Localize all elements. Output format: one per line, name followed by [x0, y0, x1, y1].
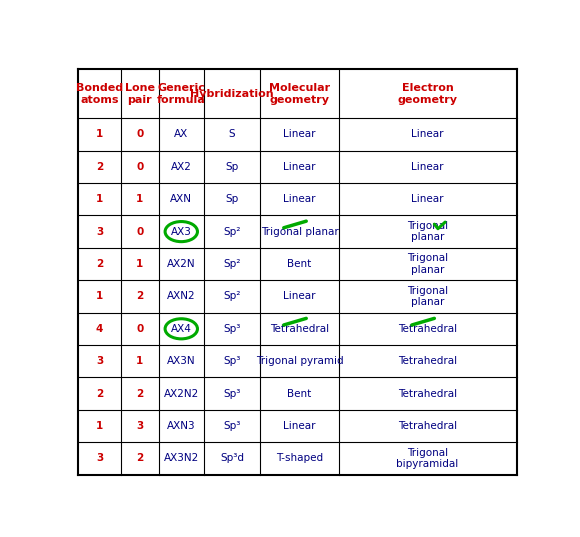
Text: AX3: AX3	[171, 227, 192, 237]
Text: 1: 1	[96, 129, 103, 140]
Text: Lone
pair: Lone pair	[125, 83, 155, 105]
Text: Linear: Linear	[411, 194, 444, 204]
Text: Trigonal planar: Trigonal planar	[260, 227, 338, 237]
Text: AX: AX	[174, 129, 188, 140]
Text: Sp³d: Sp³d	[220, 453, 244, 463]
Text: AXN3: AXN3	[167, 421, 195, 431]
Text: 3: 3	[96, 356, 103, 366]
Text: 0: 0	[136, 227, 144, 237]
Text: Sp²: Sp²	[223, 259, 241, 269]
Text: Sp³: Sp³	[223, 389, 241, 398]
Text: Tetrahedral: Tetrahedral	[398, 324, 457, 334]
Text: 1: 1	[136, 356, 144, 366]
Text: AX2N: AX2N	[167, 259, 195, 269]
Text: Sp²: Sp²	[223, 227, 241, 237]
Text: AXN: AXN	[171, 194, 193, 204]
Text: AX4: AX4	[171, 324, 192, 334]
Text: Tetrahedral: Tetrahedral	[398, 356, 457, 366]
Text: Trigonal
planar: Trigonal planar	[407, 221, 448, 242]
Text: 2: 2	[96, 162, 103, 172]
Text: Sp³: Sp³	[223, 324, 241, 334]
Text: Trigonal pyramid: Trigonal pyramid	[256, 356, 343, 366]
Text: Tetrahedral: Tetrahedral	[270, 324, 329, 334]
Text: Linear: Linear	[411, 129, 444, 140]
Text: 2: 2	[136, 389, 144, 398]
Text: Sp²: Sp²	[223, 292, 241, 301]
Text: Linear: Linear	[283, 421, 316, 431]
Text: T-shaped: T-shaped	[276, 453, 323, 463]
Text: Linear: Linear	[283, 292, 316, 301]
Text: Bent: Bent	[287, 389, 311, 398]
Text: Trigonal
planar: Trigonal planar	[407, 253, 448, 275]
Text: Molecular
geometry: Molecular geometry	[269, 83, 330, 105]
Text: 4: 4	[96, 324, 103, 334]
Text: 0: 0	[136, 129, 144, 140]
Text: Linear: Linear	[411, 162, 444, 172]
Text: 1: 1	[96, 292, 103, 301]
Text: AXN2: AXN2	[167, 292, 195, 301]
Text: 0: 0	[136, 324, 144, 334]
Text: 2: 2	[96, 389, 103, 398]
Text: S: S	[229, 129, 235, 140]
Text: Trigonal
planar: Trigonal planar	[407, 286, 448, 307]
Text: Hybridization: Hybridization	[190, 89, 274, 99]
Text: Linear: Linear	[283, 162, 316, 172]
Text: Tetrahedral: Tetrahedral	[398, 421, 457, 431]
Text: AX2N2: AX2N2	[164, 389, 199, 398]
Text: Bonded
atoms: Bonded atoms	[76, 83, 123, 105]
Text: 1: 1	[96, 194, 103, 204]
Text: AX3N: AX3N	[167, 356, 195, 366]
Text: 1: 1	[136, 259, 144, 269]
Text: Sp: Sp	[226, 194, 239, 204]
Text: 3: 3	[136, 421, 144, 431]
Text: 2: 2	[136, 453, 144, 463]
Text: Sp: Sp	[226, 162, 239, 172]
Text: Linear: Linear	[283, 129, 316, 140]
Text: 2: 2	[136, 292, 144, 301]
Text: Tetrahedral: Tetrahedral	[398, 389, 457, 398]
Text: AX2: AX2	[171, 162, 192, 172]
Text: 1: 1	[96, 421, 103, 431]
Text: 1: 1	[136, 194, 144, 204]
Text: 0: 0	[136, 162, 144, 172]
Text: Generic
formula: Generic formula	[157, 83, 206, 105]
Text: Sp³: Sp³	[223, 421, 241, 431]
Text: Electron
geometry: Electron geometry	[398, 83, 458, 105]
Text: Linear: Linear	[283, 194, 316, 204]
Text: AX3N2: AX3N2	[164, 453, 199, 463]
Text: Trigonal
bipyramidal: Trigonal bipyramidal	[397, 448, 459, 469]
Text: 2: 2	[96, 259, 103, 269]
Text: Bent: Bent	[287, 259, 311, 269]
Text: 3: 3	[96, 227, 103, 237]
Text: Sp³: Sp³	[223, 356, 241, 366]
Text: 3: 3	[96, 453, 103, 463]
